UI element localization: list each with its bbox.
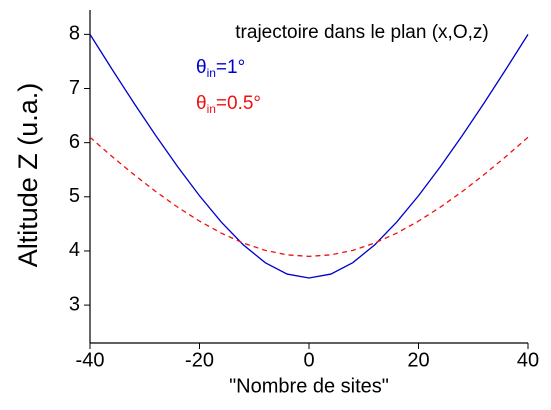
y-tick-label: 6	[69, 131, 80, 153]
legend-label: θin=1°	[196, 57, 245, 80]
x-tick-label: 20	[407, 349, 429, 371]
legend-symbol: θ	[196, 57, 207, 78]
y-tick-label: 4	[69, 239, 80, 261]
x-tick-label: -20	[185, 349, 214, 371]
line-series	[89, 34, 529, 279]
legend-subscript: in	[207, 66, 216, 80]
y-tick-label: 5	[69, 185, 80, 207]
legend-label: θin=0.5°	[196, 93, 261, 116]
x-axis-label: "Nombre de sites"	[229, 375, 389, 397]
annotation: trajectoire dans le plan (x,O,z)	[235, 22, 488, 43]
y-axis-label: Altitude Z (u.a.)	[13, 83, 43, 268]
y-tick-label: 7	[69, 77, 80, 99]
legend-value: =1°	[216, 57, 245, 78]
line-series	[89, 136, 529, 258]
x-tick-label: -40	[76, 349, 105, 371]
legend-subscript: in	[207, 102, 216, 116]
y-tick-label: 8	[69, 23, 80, 45]
legend-symbol: θ	[196, 93, 207, 114]
y-tick-label: 3	[69, 293, 80, 315]
x-tick-label: 0	[303, 349, 314, 371]
x-tick-label: 40	[517, 349, 539, 371]
legend-value: =0.5°	[216, 93, 261, 114]
